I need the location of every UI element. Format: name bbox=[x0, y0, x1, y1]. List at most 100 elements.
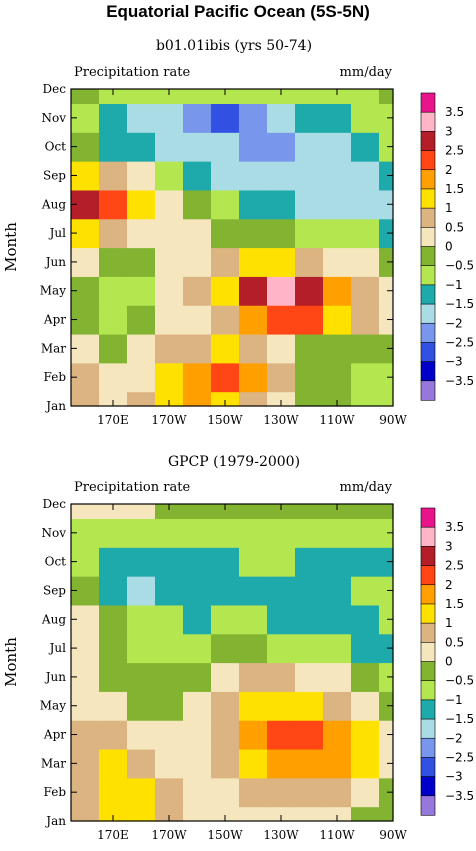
heatmap-cell bbox=[71, 391, 100, 407]
plot-frame bbox=[70, 503, 394, 822]
heatmap-cell bbox=[379, 691, 394, 721]
heatmap-cell bbox=[99, 576, 128, 606]
heatmap-cell bbox=[323, 777, 352, 808]
heatmap-cell bbox=[295, 748, 324, 779]
colorbar-swatch bbox=[420, 303, 436, 324]
heatmap-cell bbox=[71, 89, 100, 105]
heatmap-cell bbox=[183, 276, 212, 306]
heatmap-cell bbox=[183, 662, 212, 692]
colorbar-swatch bbox=[420, 507, 436, 528]
y-tick-label: Sep bbox=[43, 583, 66, 597]
x-tick-label: 110W bbox=[319, 828, 355, 842]
heatmap-cell bbox=[267, 806, 296, 822]
heatmap-cell bbox=[351, 247, 380, 277]
y-tick-label: Jan bbox=[44, 814, 66, 828]
heatmap-cell bbox=[351, 161, 380, 191]
heatmap-cell bbox=[155, 247, 184, 277]
heatmap-cell bbox=[211, 576, 240, 606]
heatmap-cell bbox=[239, 333, 268, 364]
heatmap-cell bbox=[379, 189, 394, 220]
colorbar-label: 0.5 bbox=[445, 220, 464, 234]
colorbar-label: 0.5 bbox=[445, 635, 464, 649]
panel-subtitle: b01.01ibis (yrs 50-74) bbox=[156, 38, 312, 54]
colorbar-swatch bbox=[420, 757, 436, 778]
y-tick-label: May bbox=[40, 699, 66, 713]
colorbar-swatch bbox=[420, 188, 436, 209]
colorbar-label: −0.5 bbox=[445, 674, 474, 688]
y-tick-label: May bbox=[40, 284, 66, 298]
colorbar-label: 2 bbox=[445, 578, 453, 592]
heatmap-cell bbox=[351, 103, 380, 133]
heatmap-cell bbox=[295, 161, 324, 191]
heatmap-cell bbox=[239, 720, 268, 750]
colorbar-swatch bbox=[420, 699, 436, 720]
colorbar-swatch bbox=[420, 661, 436, 682]
y-tick-label: Apr bbox=[43, 728, 66, 742]
heatmap-cell bbox=[155, 662, 184, 692]
heatmap-cell bbox=[267, 691, 296, 721]
y-axis-label: Month bbox=[2, 637, 20, 687]
colorbar-label: 3 bbox=[445, 124, 453, 138]
colorbar-label: −2 bbox=[445, 316, 463, 330]
heatmap-cell bbox=[183, 633, 212, 664]
heatmap-cell bbox=[211, 276, 240, 306]
heatmap-cell bbox=[211, 89, 240, 105]
colorbar-label: 1.5 bbox=[445, 182, 464, 196]
heatmap-cell bbox=[267, 362, 296, 393]
figure-title: Equatorial Pacific Ocean (5S-5N) bbox=[106, 2, 370, 21]
heatmap-cell bbox=[323, 662, 352, 692]
heatmap-cell bbox=[323, 132, 352, 162]
heatmap-cell bbox=[295, 305, 324, 335]
x-tick-label: 130W bbox=[263, 828, 299, 842]
heatmap-cell bbox=[379, 633, 394, 664]
heatmap-cell bbox=[127, 218, 156, 249]
heatmap-cell bbox=[127, 89, 156, 105]
colorbar-label: −3.5 bbox=[445, 374, 474, 388]
heatmap-cell bbox=[267, 518, 296, 548]
heatmap-cell bbox=[183, 806, 212, 822]
colorbar-label: 0 bbox=[445, 240, 453, 254]
colorbar-label: −1.5 bbox=[445, 297, 474, 311]
units-label: mm/day bbox=[340, 65, 393, 80]
heatmap-cell bbox=[351, 777, 380, 808]
heatmap-cell bbox=[211, 247, 240, 277]
heatmap-cell bbox=[183, 547, 212, 577]
colorbar-label: −3 bbox=[445, 355, 463, 369]
heatmap-cell bbox=[183, 189, 212, 220]
heatmap-cell bbox=[239, 189, 268, 220]
colorbar-label: 3.5 bbox=[445, 105, 464, 119]
heatmap-cell bbox=[295, 504, 324, 520]
heatmap-cell bbox=[351, 89, 380, 105]
heatmap-cell bbox=[127, 720, 156, 750]
heatmap-cell bbox=[183, 132, 212, 162]
heatmap-cell bbox=[379, 777, 394, 808]
heatmap-cell bbox=[239, 276, 268, 306]
heatmap-cell bbox=[155, 720, 184, 750]
heatmap-cell bbox=[99, 333, 128, 364]
colorbar-swatch bbox=[420, 680, 436, 701]
colorbar-swatch bbox=[420, 737, 436, 759]
colorbar-swatch bbox=[420, 169, 436, 190]
heatmap-cell bbox=[379, 748, 394, 779]
x-tick-label: 130W bbox=[263, 413, 299, 427]
colorbar-swatch bbox=[420, 718, 436, 739]
colorbar-swatch bbox=[420, 603, 436, 624]
heatmap-cell bbox=[127, 504, 156, 520]
heatmap-cell bbox=[267, 777, 296, 808]
heatmap-cell bbox=[239, 161, 268, 191]
heatmap-cell bbox=[295, 333, 324, 364]
heatmap-cell bbox=[295, 806, 324, 822]
heatmap-cell bbox=[295, 633, 324, 664]
heatmap-cell bbox=[267, 218, 296, 249]
heatmap-cell bbox=[379, 391, 394, 407]
heatmap-cell bbox=[211, 161, 240, 191]
axis-ticks: Jan Feb Mar Apr May Jun Jul Aug Sep Oct Nov Dec 170E… bbox=[40, 497, 408, 842]
heatmap-cell bbox=[211, 720, 240, 750]
heatmap-cell bbox=[239, 305, 268, 335]
colorbar-swatch bbox=[420, 380, 436, 401]
panel-observations: GPCP (1979-2000) Precipitation rate mm/d… bbox=[2, 454, 407, 842]
heatmap-cell bbox=[155, 161, 184, 191]
x-tick-label: 150W bbox=[207, 413, 243, 427]
heatmap-cell bbox=[211, 633, 240, 664]
